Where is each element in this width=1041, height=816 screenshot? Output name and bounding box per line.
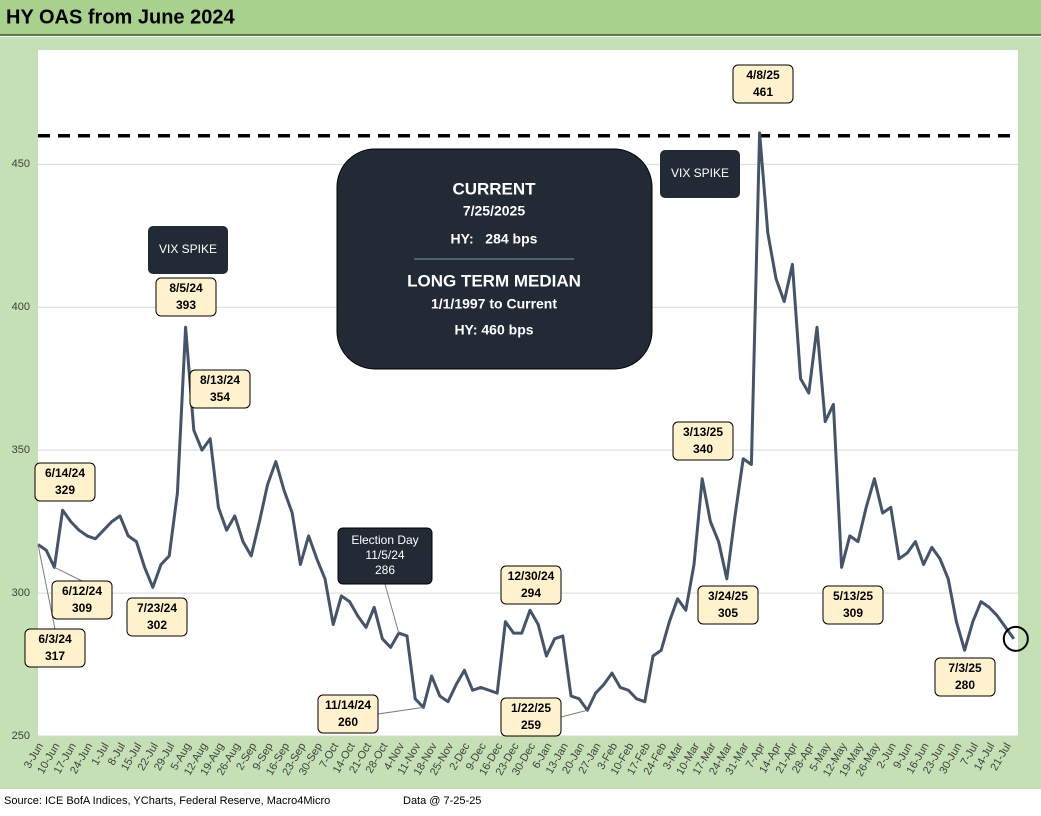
hy-oas-line <box>37 131 1016 712</box>
info-current-date: 7/25/2025 <box>463 203 525 219</box>
callout-box <box>500 565 562 605</box>
y-tick-label: 400 <box>12 301 30 313</box>
callout-box <box>500 697 562 737</box>
callout-value: 302 <box>147 618 167 632</box>
callout-value: 317 <box>45 649 65 663</box>
callout-box <box>337 527 433 585</box>
current-marker <box>1002 625 1029 652</box>
vix-label: VIX SPIKE <box>671 166 729 180</box>
callout-date: 1/22/25 <box>511 701 551 715</box>
callout-box <box>24 628 86 668</box>
y-tick-label: 300 <box>12 587 30 599</box>
info-median-title: LONG TERM MEDIAN <box>407 271 581 290</box>
callout-value: 354 <box>210 390 230 404</box>
y-tick-label: 250 <box>12 730 30 742</box>
callout-box <box>934 657 996 697</box>
callout-date: 5/13/25 <box>833 589 873 603</box>
callout-box <box>672 421 734 461</box>
callout-value: 260 <box>338 715 358 729</box>
title-bar <box>0 0 1041 35</box>
callout-date: 4/8/25 <box>746 68 780 82</box>
callout-value: 329 <box>55 483 75 497</box>
footer <box>0 789 1041 816</box>
callout-value: 461 <box>753 85 773 99</box>
callout-date: 6/3/24 <box>38 632 72 646</box>
info-current-title: CURRENT <box>452 179 536 198</box>
callout-date: 12/30/24 <box>508 569 555 583</box>
callout-date: 7/23/24 <box>137 601 177 615</box>
callout-box <box>155 277 217 317</box>
callout-date: 6/12/24 <box>62 584 102 598</box>
callout-date: 8/13/24 <box>200 373 240 387</box>
callout-box <box>732 64 794 104</box>
callout-date: 11/14/24 <box>325 698 371 712</box>
callout-box <box>34 462 96 502</box>
leader-line <box>54 566 83 582</box>
callout-box <box>126 597 188 637</box>
info-current-value: HY: 284 bps <box>451 231 538 247</box>
callout-value: 294 <box>521 586 541 600</box>
callout-value: 309 <box>72 601 92 615</box>
callout-box <box>317 694 379 734</box>
callout-box <box>822 585 884 625</box>
y-tick-label: 450 <box>12 158 30 170</box>
callout-box <box>51 580 113 620</box>
chart-title: HY OAS from June 2024 <box>6 6 235 28</box>
callout-date: 11/5/24 <box>365 548 404 562</box>
leader-line <box>384 583 400 634</box>
callout-note: Election Day <box>351 533 418 547</box>
callout-date: 3/24/25 <box>708 589 748 603</box>
info-median-value: HY: 460 bps <box>454 322 533 338</box>
source: Source: ICE BofA Indices, YCharts, Feder… <box>4 795 330 807</box>
vix-box <box>148 226 228 274</box>
callout-value: 280 <box>955 678 975 692</box>
callout-box <box>697 585 759 625</box>
leader-line <box>560 709 588 718</box>
callout-value: 340 <box>693 442 713 456</box>
callout-value: 309 <box>843 606 863 620</box>
callout-date: 8/5/24 <box>169 281 203 295</box>
callout-value: 393 <box>176 298 196 312</box>
callout-value: 286 <box>375 563 395 577</box>
vix-label: VIX SPIKE <box>159 242 217 256</box>
leader-line <box>377 706 424 715</box>
callout-value: 305 <box>718 606 738 620</box>
vix-box <box>660 150 740 198</box>
callout-value: 259 <box>521 718 541 732</box>
info-median-period: 1/1/1997 to Current <box>431 296 557 312</box>
callout-box <box>189 369 251 409</box>
callout-date: 3/13/25 <box>683 425 723 439</box>
data-date: Data @ 7-25-25 <box>403 795 481 807</box>
y-tick-label: 350 <box>12 444 30 456</box>
callout-date: 7/3/25 <box>948 661 982 675</box>
callout-date: 6/14/24 <box>45 466 85 480</box>
